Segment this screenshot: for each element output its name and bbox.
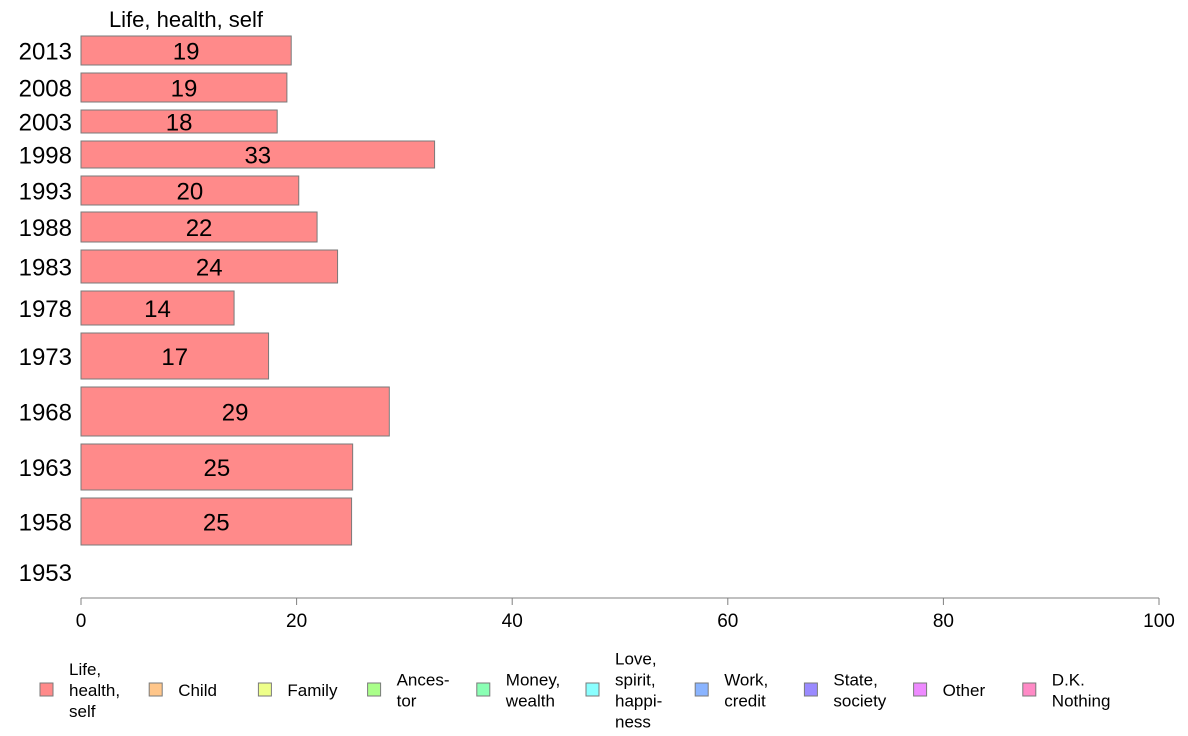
bar-value-label: 20 — [177, 179, 204, 206]
bar-segment — [80, 497, 353, 546]
bar-value-label: 14 — [144, 296, 171, 323]
legend-label: credit — [724, 692, 766, 711]
legend-label: Ances- — [397, 671, 450, 690]
legend-label: tor — [397, 692, 417, 711]
category-label: 1983 — [19, 255, 72, 282]
legend-label: ness — [615, 713, 651, 732]
legend-item: State, society — [803, 671, 887, 711]
legend-label: happi- — [615, 692, 662, 711]
bar-value-label: 19 — [173, 39, 200, 66]
bar-segment — [80, 332, 270, 380]
legend-item: Child — [148, 681, 217, 700]
legend-swatch — [585, 682, 600, 697]
legend-label: wealth — [505, 692, 555, 711]
x-tick-label: 80 — [933, 611, 954, 632]
legend-swatch — [913, 682, 928, 697]
legend-label: society — [833, 692, 886, 711]
bar-value-label: 22 — [186, 215, 213, 242]
legend-label: Child — [178, 681, 217, 700]
legend-label: self — [69, 702, 96, 721]
legend-swatch — [1022, 682, 1037, 697]
legend-label: Other — [943, 681, 986, 700]
legend-swatch — [39, 682, 54, 697]
bar-segment — [80, 140, 436, 169]
bar-segment — [80, 175, 300, 206]
category-label: 2003 — [19, 110, 72, 137]
legend-label: D.K. — [1052, 671, 1085, 690]
legend-label: health, — [69, 681, 120, 700]
category-label: 1958 — [19, 510, 72, 537]
bar-segment — [80, 249, 339, 284]
x-tick-label: 60 — [717, 611, 738, 632]
legend-swatch — [803, 682, 818, 697]
category-label: 1973 — [19, 344, 72, 371]
legend-item: Other — [913, 681, 986, 700]
legend-label: Work, — [724, 671, 768, 690]
x-tick-label: 40 — [502, 611, 523, 632]
legend-label: State, — [833, 671, 877, 690]
category-label: 1998 — [19, 143, 72, 170]
legend-item: Love, spirit, happi-ness — [585, 650, 662, 732]
category-label: 2008 — [19, 76, 72, 103]
bar-value-label: 19 — [171, 76, 198, 103]
legend: Life, health, self Child Family Ances-tor Mone… — [39, 650, 1111, 732]
legend-item: Work, credit — [694, 671, 768, 711]
bar-segment — [80, 211, 318, 243]
bar-segment — [80, 290, 235, 326]
legend-swatch — [367, 682, 382, 697]
legend-label: Life, — [69, 660, 101, 679]
legend-label: Money, — [506, 671, 561, 690]
bar-value-label: 33 — [244, 143, 271, 170]
legend-label: Nothing — [1052, 692, 1111, 711]
bar-segment — [80, 35, 292, 66]
x-tick-label: 100 — [1143, 611, 1175, 632]
category-label: 1968 — [19, 400, 72, 427]
legend-swatch — [257, 682, 272, 697]
category-label: 1993 — [19, 179, 72, 206]
x-tick-label: 0 — [76, 611, 87, 632]
chart-title: Life, health, self — [109, 7, 264, 32]
legend-item: Life, health, self — [39, 660, 120, 721]
category-label: 1988 — [19, 215, 72, 242]
bar-segment — [80, 443, 354, 491]
bar-value-label: 17 — [161, 344, 188, 371]
legend-item: D.K. Nothing — [1022, 671, 1111, 711]
legend-label: Love, — [615, 650, 657, 669]
bar-segment — [80, 109, 278, 134]
x-tick-label: 20 — [286, 611, 307, 632]
legend-swatch — [148, 682, 163, 697]
bar-value-label: 25 — [203, 455, 230, 482]
legend-item: Ances-tor — [367, 671, 450, 711]
category-label: 2013 — [19, 39, 72, 66]
legend-label: spirit, — [615, 671, 656, 690]
legend-label: Family — [287, 681, 338, 700]
bar-value-label: 25 — [203, 510, 230, 537]
legend-swatch — [694, 682, 709, 697]
legend-item: Money, wealth — [476, 671, 561, 711]
category-label: 1963 — [19, 455, 72, 482]
bar-value-label: 18 — [166, 110, 193, 137]
legend-item: Family — [257, 681, 338, 700]
bar-segment — [80, 386, 390, 437]
bar-segment — [80, 72, 288, 103]
category-label: 1953 — [19, 560, 72, 587]
bar-value-label: 24 — [196, 255, 223, 282]
bar-value-label: 29 — [222, 400, 249, 427]
bars-group: 2013 19 2008 19 2003 18 1998 33 1993 20 1988 22 1983… — [19, 35, 436, 587]
legend-swatch — [476, 682, 491, 697]
x-axis: 0 20 40 60 80 100 — [76, 597, 1175, 632]
category-label: 1978 — [19, 296, 72, 323]
